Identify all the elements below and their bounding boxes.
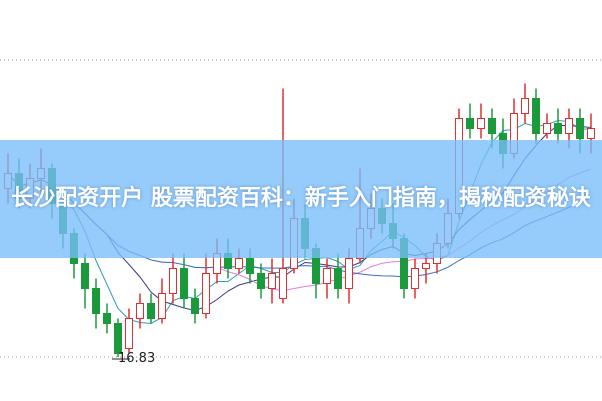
candle — [411, 258, 419, 299]
candle-body — [191, 298, 199, 314]
candle — [268, 258, 276, 304]
candle-body — [246, 258, 254, 274]
candle-body — [81, 263, 89, 289]
candle — [191, 288, 199, 324]
candle-body — [521, 98, 529, 114]
candle-body — [268, 273, 276, 289]
candle-body — [103, 313, 111, 324]
candle-body — [279, 268, 287, 299]
candle-body — [466, 118, 474, 129]
candle-body — [114, 323, 122, 354]
candle-body — [477, 118, 485, 129]
candle-body — [411, 268, 419, 289]
candle — [81, 253, 89, 309]
candle — [521, 83, 529, 124]
candle-body — [125, 318, 133, 349]
candle — [466, 103, 474, 139]
candle-body — [554, 123, 562, 134]
candle — [158, 278, 166, 324]
candle-body — [92, 288, 100, 314]
candle-body — [202, 273, 210, 314]
candle-body — [147, 303, 155, 319]
low-price-label: 16.83 — [118, 351, 156, 366]
candle — [103, 303, 111, 334]
candle — [125, 308, 133, 354]
candle-body — [543, 123, 551, 134]
candle — [532, 88, 540, 144]
candle — [136, 293, 144, 329]
candle-body — [565, 118, 573, 134]
candle-body — [587, 128, 595, 139]
candle — [180, 253, 188, 309]
candle-body — [345, 258, 353, 289]
candle-body — [488, 118, 496, 134]
candle — [334, 253, 342, 299]
candle-body — [136, 303, 144, 319]
candle-body — [532, 98, 540, 134]
candle — [169, 253, 177, 304]
candle-body — [235, 258, 243, 269]
candle-body — [334, 268, 342, 289]
candle-body — [180, 268, 188, 299]
candle-body — [323, 268, 331, 284]
candle — [554, 108, 562, 144]
title-banner: 长沙配资开户 股票配资百科：新手入门指南，揭秘配资秘诀 — [0, 140, 602, 258]
banner-title: 长沙配资开户 股票配资百科：新手入门指南，揭秘配资秘诀 — [11, 186, 591, 211]
candle — [257, 263, 265, 299]
candle — [92, 278, 100, 329]
candle — [477, 103, 485, 139]
candle — [422, 253, 430, 284]
candle-body — [422, 263, 430, 269]
candle-body — [257, 273, 265, 289]
candle — [114, 318, 122, 357]
candle-body — [576, 118, 584, 139]
candle — [543, 113, 551, 139]
candle — [147, 293, 155, 324]
candle-body — [169, 268, 177, 294]
candle-body — [158, 293, 166, 319]
candle — [202, 253, 210, 319]
candle — [323, 258, 331, 299]
